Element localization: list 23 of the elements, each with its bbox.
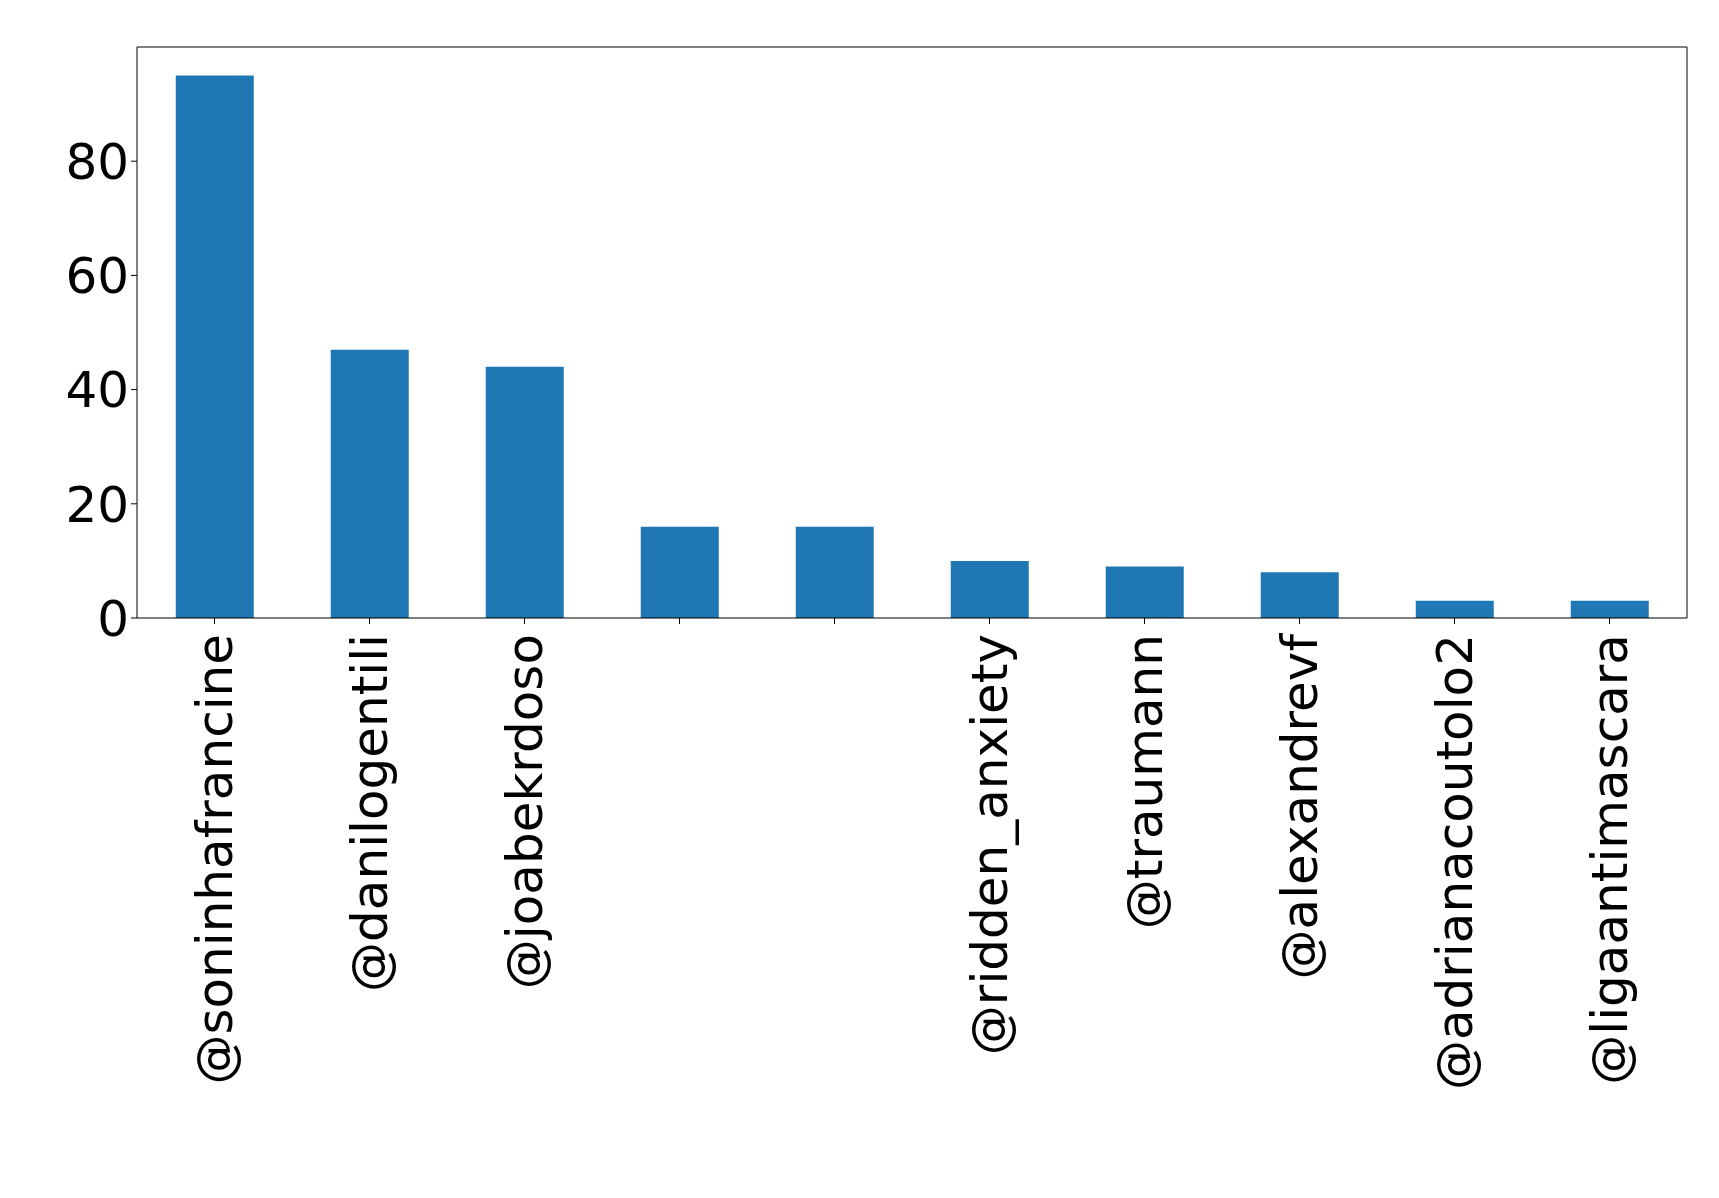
y-tick-label: 80 [65,132,129,191]
bar [795,526,874,618]
y-tick-label: 60 [65,247,129,306]
x-tick-label: @danilogentili [341,634,399,992]
bar [175,75,254,618]
bar [640,526,719,618]
bar [330,349,409,618]
y-tick-label: 20 [65,475,129,534]
x-tick-label: @alexandrevf [1271,632,1329,980]
y-tick-label: 40 [65,361,129,420]
x-tick-label: @adrianacoutolo2 [1426,634,1484,1091]
x-tick-label: @joabekrdoso [496,634,554,990]
bar [1105,566,1184,618]
bar [485,366,564,618]
x-tick-label: @traumann [1116,634,1174,930]
bar [1415,600,1494,618]
bar [1570,600,1649,618]
y-tick-label: 0 [97,589,129,648]
bar [1260,572,1339,618]
x-tick-label: @soninhafrancine [186,634,244,1085]
bar [950,560,1029,618]
x-tick-label: @ligaantimascara [1581,634,1639,1085]
x-tick-label: @ridden_anxiety [961,634,1019,1056]
